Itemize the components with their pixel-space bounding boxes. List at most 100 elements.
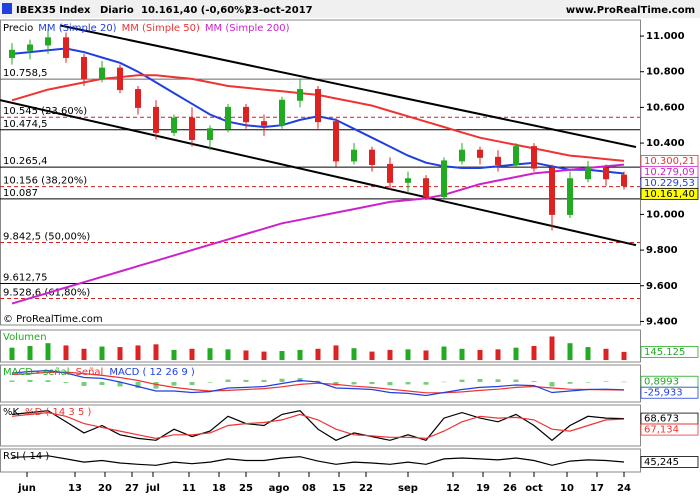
volume-bar [369,351,375,360]
level-label: 10.156 (38,20%) [3,176,87,187]
candle-body [171,117,177,133]
x-tick-label: 26 [503,483,517,494]
y-tick-label: 9.600 [646,281,678,292]
candle-body [567,178,573,215]
level-label: 10.087 [3,188,38,199]
histogram-bar [585,382,591,383]
histogram-bar [27,379,33,382]
panel-legend: Señal [76,367,104,378]
histogram-bar [189,382,195,385]
indicator-line [11,455,625,466]
x-tick-label: 13 [68,483,82,494]
volume-bar [243,350,249,360]
volume-bar [225,349,231,360]
volume-bar [315,348,321,360]
x-tick-label: 11 [182,483,196,494]
candle-body [117,67,123,91]
indicator-line [11,410,625,442]
x-tick-label: 15 [332,483,346,494]
histogram-bar [513,379,519,382]
header-site: www.ProRealTime.com [566,5,695,16]
histogram-bar [63,382,69,383]
volume-bar [189,348,195,360]
y-tick-label: 10.400 [646,138,685,149]
histogram-bar [261,379,267,382]
last-value-box [640,423,699,436]
candle-body [495,156,501,165]
last-value-label: 67,134 [644,425,679,436]
volume-bar [351,348,357,360]
panel-frame [0,404,641,447]
last-value-box [640,187,699,200]
x-tick-label: 18 [212,483,226,494]
candle-body [243,106,249,123]
x-tick-label: jul [145,483,160,494]
histogram-bar [99,382,105,385]
candle-body [63,37,69,58]
last-value-label: 0,8993 [644,377,679,388]
panel-frame [0,19,641,326]
candle-body [603,167,609,180]
histogram-bar [495,379,501,382]
candle-body [9,49,15,58]
candle-body [135,89,141,108]
x-tick-label: 27 [125,483,139,494]
last-value-label: 10.300,21 [644,156,695,167]
volume-bar [207,348,213,360]
x-tick-label: 10 [560,483,574,494]
candle-body [279,99,285,126]
x-tick-label: 17 [590,483,604,494]
x-tick-label: 20 [98,483,112,494]
y-tick-label: 10.800 [646,67,685,78]
x-tick-label: jun [17,483,36,494]
level-label: 10.265,4 [3,156,48,167]
last-value-label: 68,673 [644,414,679,425]
volume-bar [441,346,447,360]
indicator-line [11,369,625,397]
y-tick-label: 9.400 [646,316,678,327]
last-value-label: -25,933 [644,388,683,399]
y-tick-label: 10.600 [646,102,685,113]
volume-bar [99,346,105,360]
level-label: 9.842,5 (50,00%) [3,232,90,243]
header-date: 23-oct-2017 [245,5,313,16]
volume-bar [423,350,429,360]
x-tick-label: 08 [302,483,316,494]
copyright: © ProRealTime.com [3,314,103,325]
x-tick-label: 19 [476,483,490,494]
candle-body [153,106,159,133]
histogram-bar [477,379,483,382]
volume-bar [405,349,411,360]
level-label: 10.758,5 [3,68,48,79]
x-tick-label: sep [398,483,418,494]
volume-bar [171,349,177,360]
histogram-bar [135,382,141,388]
x-tick-label: ago [269,483,290,494]
histogram-bar [171,382,177,386]
histogram-bar [225,379,231,382]
x-tick-label: 22 [359,483,373,494]
legend-item: Precio [3,23,33,34]
volume-bar [621,351,627,360]
y-tick-label: 10.000 [646,209,685,220]
trendline [59,24,637,148]
histogram-bar [243,379,249,382]
candle-body [423,178,429,198]
candle-body [531,146,537,169]
panel-frame [0,448,641,473]
histogram-bar [441,381,447,383]
candle-body [441,160,447,198]
histogram-bar [459,379,465,382]
histogram-bar [81,382,87,386]
candle-body [207,128,213,141]
candle-body [99,67,105,80]
volume-bar [117,347,123,360]
volume-bar [261,351,267,360]
x-tick-label: oct [525,483,543,494]
volume-bar [153,344,159,360]
panel-frame [0,329,641,363]
last-value-box [640,345,699,358]
header-bar [0,0,700,18]
volume-bar [477,349,483,360]
panel-frame [0,364,641,403]
